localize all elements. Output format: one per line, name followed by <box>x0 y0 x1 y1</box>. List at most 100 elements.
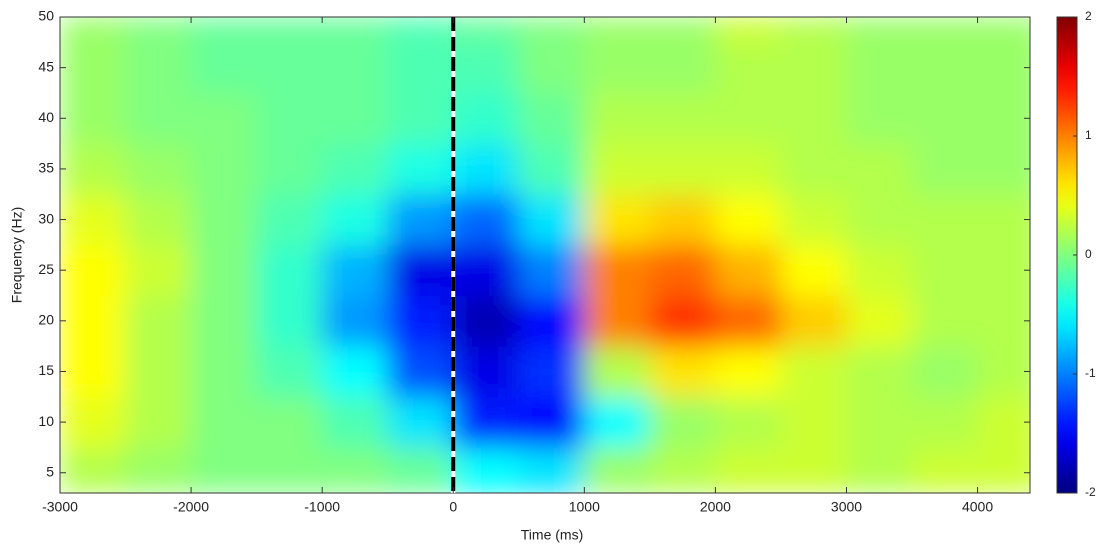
heatmap-cell <box>977 346 1030 398</box>
heatmap-cell <box>977 42 1030 94</box>
x-tick-label: 0 <box>449 499 457 515</box>
colorbar-tick-label: -1 <box>1085 366 1096 380</box>
heatmap-cell <box>60 346 127 398</box>
heatmap-cell <box>387 42 454 94</box>
heatmap-cell <box>60 295 127 347</box>
y-tick-label: 5 <box>46 463 54 479</box>
heatmap-cell <box>322 295 389 347</box>
heatmap-cell <box>912 447 979 493</box>
heatmap-cell <box>322 447 389 493</box>
heatmap-cell <box>715 396 782 448</box>
heatmap-cell <box>912 92 979 145</box>
heatmap-cell <box>453 194 520 246</box>
heatmap-cell <box>912 42 979 94</box>
x-axis-label: Time (ms) <box>521 527 583 543</box>
heatmap-cell <box>977 92 1030 145</box>
heatmap-cell <box>584 92 651 145</box>
heatmap-cell <box>191 143 258 195</box>
heatmap-cell <box>125 92 192 145</box>
heatmap-cell <box>256 396 323 448</box>
heatmap-cell <box>256 92 323 145</box>
heatmap-cell <box>649 396 716 448</box>
y-tick-label: 50 <box>38 8 54 24</box>
heatmap-cell <box>846 396 913 448</box>
heatmap-cell <box>191 92 258 145</box>
colorbar-tick-label: 2 <box>1085 9 1092 23</box>
heatmap-cell <box>780 194 847 246</box>
heatmap-cell <box>584 295 651 347</box>
heatmap-cell <box>846 447 913 493</box>
plot-frame <box>59 16 1031 494</box>
heatmap-cell <box>584 143 651 195</box>
heatmap-cell <box>518 42 585 94</box>
heatmap-cell <box>912 346 979 398</box>
heatmap-cell <box>518 143 585 195</box>
heatmap-cell <box>518 447 585 493</box>
heatmap-cell <box>60 244 127 297</box>
heatmap-cell <box>715 447 782 493</box>
heatmap-cell <box>322 244 389 297</box>
heatmap-cell <box>518 92 585 145</box>
heatmap-cell <box>584 17 651 43</box>
heatmap-cell <box>584 194 651 246</box>
heatmap-cell <box>780 396 847 448</box>
heatmap-cell <box>715 42 782 94</box>
heatmap-cell <box>584 346 651 398</box>
heatmap-cell <box>846 346 913 398</box>
heatmap-cell <box>453 447 520 493</box>
heatmap-cell <box>60 42 127 94</box>
heatmap-cell <box>191 295 258 347</box>
heatmap-cell <box>977 17 1030 43</box>
heatmap-cell <box>846 92 913 145</box>
heatmap-cell <box>191 17 258 43</box>
y-tick-label: 30 <box>38 210 54 226</box>
heatmap-cell <box>715 17 782 43</box>
heatmap-cell <box>846 295 913 347</box>
heatmap-cell <box>912 244 979 297</box>
heatmap-cell <box>584 42 651 94</box>
heatmap-cell <box>649 42 716 94</box>
y-tick-label: 15 <box>38 362 54 378</box>
heatmap-cell <box>846 42 913 94</box>
heatmap-cell <box>977 447 1030 493</box>
heatmap-cell <box>518 396 585 448</box>
heatmap-cell <box>715 194 782 246</box>
heatmap-cell <box>912 295 979 347</box>
heatmap-cell <box>846 194 913 246</box>
heatmap-cell <box>846 143 913 195</box>
heatmap-cell <box>322 346 389 398</box>
heatmap-cell <box>125 396 192 448</box>
heatmap-cell <box>649 295 716 347</box>
heatmap-cell <box>191 244 258 297</box>
heatmap-cell <box>715 244 782 297</box>
heatmap-cell <box>453 42 520 94</box>
heatmap-cell <box>125 244 192 297</box>
heatmap-cell <box>977 295 1030 347</box>
heatmap-cell <box>518 295 585 347</box>
heatmap-cell <box>125 42 192 94</box>
colorbar-tick-label: -2 <box>1085 485 1096 499</box>
heatmap-cell <box>780 346 847 398</box>
heatmap-cell <box>846 17 913 43</box>
heatmap-cell <box>387 92 454 145</box>
heatmap-cell <box>60 17 127 43</box>
heatmap-cell <box>256 295 323 347</box>
heatmap-cell <box>60 447 127 493</box>
heatmap-cell <box>125 17 192 43</box>
heatmap-cell <box>649 244 716 297</box>
heatmap-cell <box>387 346 454 398</box>
heatmap-cell <box>125 346 192 398</box>
heatmap-cell <box>453 396 520 448</box>
y-tick-label: 10 <box>38 413 54 429</box>
heatmap-cell <box>846 244 913 297</box>
x-tick-label: -3000 <box>42 499 78 515</box>
heatmap-cell <box>453 143 520 195</box>
heatmap-cell <box>60 92 127 145</box>
heatmap-cell <box>584 396 651 448</box>
heatmap-cell <box>125 295 192 347</box>
heatmap-cell <box>60 396 127 448</box>
heatmap-cell <box>256 42 323 94</box>
x-tick-label: 1000 <box>569 499 600 515</box>
heatmap-cell <box>780 244 847 297</box>
heatmap-cell <box>649 92 716 145</box>
